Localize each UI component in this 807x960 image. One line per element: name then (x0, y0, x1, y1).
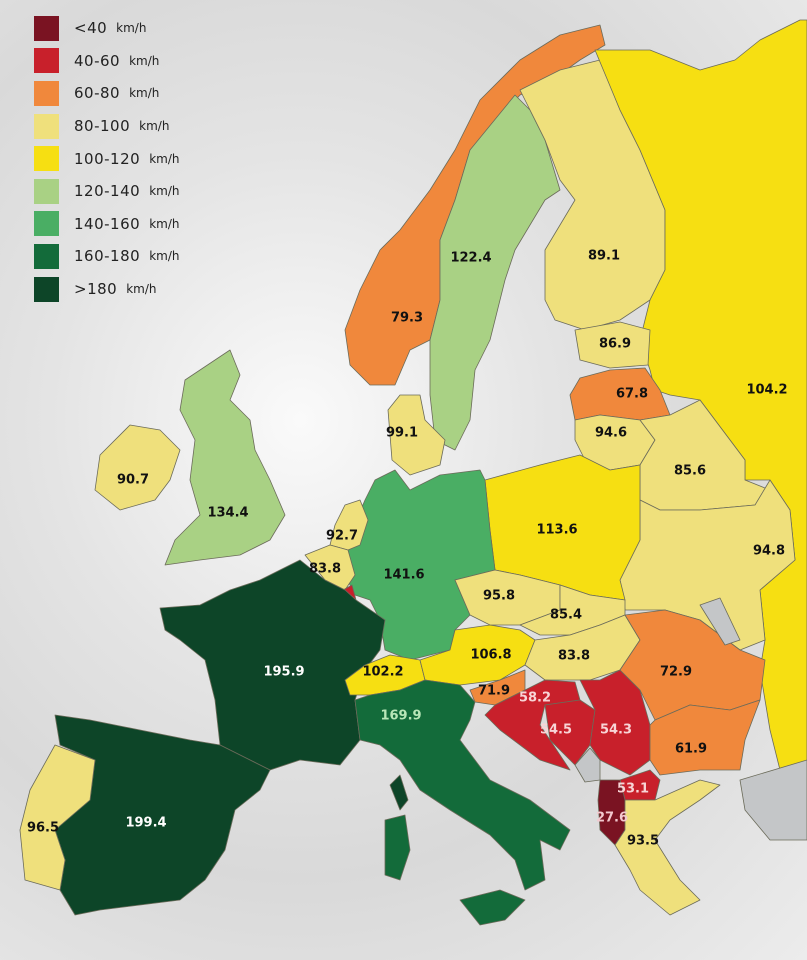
value-label-bulgaria: 61.9 (675, 742, 707, 757)
value-label-netherlands: 92.7 (326, 529, 358, 544)
legend-swatch (34, 243, 59, 269)
legend-range: 140-160 (74, 214, 141, 233)
value-label-romania: 72.9 (660, 665, 692, 680)
region-bulgaria (649, 699, 761, 776)
legend-swatch (34, 211, 59, 237)
region-portugal (19, 744, 96, 891)
value-label-russia: 104.2 (746, 383, 787, 398)
legend-unit: km/h (149, 151, 180, 166)
region-ireland (94, 424, 181, 511)
legend-unit: km/h (139, 119, 170, 134)
region-corsica (389, 774, 409, 811)
legend-range: 80-100 (74, 117, 131, 136)
legend-unit: km/h (126, 282, 157, 297)
region-uk (164, 349, 286, 566)
value-label-sweden: 122.4 (450, 251, 491, 266)
value-label-greece: 93.5 (627, 834, 659, 849)
legend-item: 120-140 km/h (34, 175, 179, 208)
value-label-switzerland: 102.2 (362, 665, 403, 680)
legend-unit: km/h (116, 21, 147, 36)
value-label-estonia: 86.9 (599, 337, 631, 352)
legend-swatch (34, 48, 59, 74)
region-denmark (387, 394, 446, 476)
region-montenegro (574, 747, 601, 783)
value-label-croatia: 58.2 (519, 691, 551, 706)
legend-swatch (34, 276, 59, 302)
value-label-slovakia: 85.4 (550, 608, 582, 623)
value-label-slovenia: 71.9 (478, 684, 510, 699)
region-netherlands (329, 499, 369, 551)
value-label-austria: 106.8 (470, 648, 511, 663)
legend-item: <40 km/h (34, 12, 179, 45)
legend-swatch (34, 178, 59, 204)
legend-swatch (34, 146, 59, 172)
value-label-lithuania: 94.6 (595, 426, 627, 441)
legend-item: >180 km/h (34, 273, 179, 306)
value-label-spain: 199.4 (125, 816, 166, 831)
value-label-ukraine: 94.8 (753, 544, 785, 559)
legend-unit: km/h (149, 249, 180, 264)
legend-range: 120-140 (74, 182, 141, 201)
legend-range: >180 (74, 280, 118, 299)
legend-item: 100-120 km/h (34, 142, 179, 175)
value-label-germany: 141.6 (383, 568, 424, 583)
value-label-latvia: 67.8 (616, 387, 648, 402)
region-greece (614, 779, 721, 916)
legend-unit: km/h (149, 184, 180, 199)
value-label-north-macedonia: 53.1 (617, 782, 649, 797)
legend-range: 40-60 (74, 51, 121, 70)
region-moldova (699, 597, 741, 646)
value-label-norway: 79.3 (391, 311, 423, 326)
legend: <40 km/h 40-60 km/h 60-80 km/h 80-100 km/h 1… (34, 12, 179, 305)
value-label-belarus: 85.6 (674, 464, 706, 479)
value-label-finland: 89.1 (588, 249, 620, 264)
value-label-italy: 169.9 (380, 709, 421, 724)
region-sicily (459, 889, 526, 926)
value-label-ireland: 90.7 (117, 473, 149, 488)
legend-swatch (34, 113, 59, 139)
legend-unit: km/h (149, 216, 180, 231)
value-label-serbia: 54.3 (600, 723, 632, 738)
legend-item: 140-160 km/h (34, 208, 179, 241)
region-croatia (484, 679, 581, 771)
legend-range: 60-80 (74, 84, 121, 103)
value-label-denmark: 99.1 (386, 426, 418, 441)
region-sardinia (384, 814, 411, 881)
legend-swatch (34, 15, 59, 41)
region-italy (354, 679, 571, 891)
legend-item: 60-80 km/h (34, 77, 179, 110)
legend-item: 80-100 km/h (34, 110, 179, 143)
value-label-uk: 134.4 (207, 506, 248, 521)
region-turkey (739, 759, 807, 841)
legend-item: 40-60 km/h (34, 45, 179, 78)
legend-unit: km/h (129, 86, 160, 101)
value-label-czechia: 95.8 (483, 589, 515, 604)
value-label-bosnia: 54.5 (540, 723, 572, 738)
legend-unit: km/h (129, 53, 160, 68)
legend-range: 160-180 (74, 247, 141, 266)
value-label-hungary: 83.8 (558, 649, 590, 664)
legend-range: 100-120 (74, 149, 141, 168)
value-label-france: 195.9 (263, 665, 304, 680)
region-estonia (574, 321, 651, 369)
value-label-belgium: 83.8 (309, 562, 341, 577)
value-label-portugal: 96.5 (27, 821, 59, 836)
legend-swatch (34, 80, 59, 106)
region-sweden (429, 94, 561, 451)
legend-item: 160-180 km/h (34, 240, 179, 273)
legend-range: <40 (74, 19, 108, 38)
value-label-poland: 113.6 (536, 523, 577, 538)
value-label-albania: 27.6 (596, 811, 628, 826)
